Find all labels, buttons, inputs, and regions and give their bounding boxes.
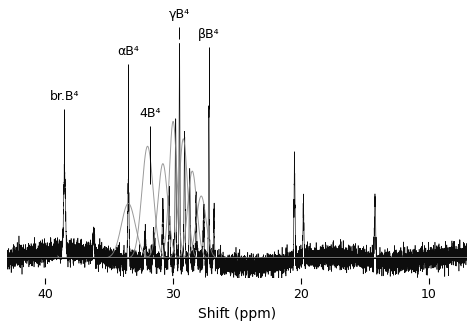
Text: γB⁴: γB⁴ (169, 8, 190, 21)
X-axis label: Shift (ppm): Shift (ppm) (198, 307, 276, 321)
Text: 4B⁴: 4B⁴ (139, 107, 161, 120)
Text: αB⁴: αB⁴ (118, 45, 139, 58)
Text: βB⁴: βB⁴ (198, 28, 219, 41)
Text: br.B⁴: br.B⁴ (50, 90, 79, 103)
